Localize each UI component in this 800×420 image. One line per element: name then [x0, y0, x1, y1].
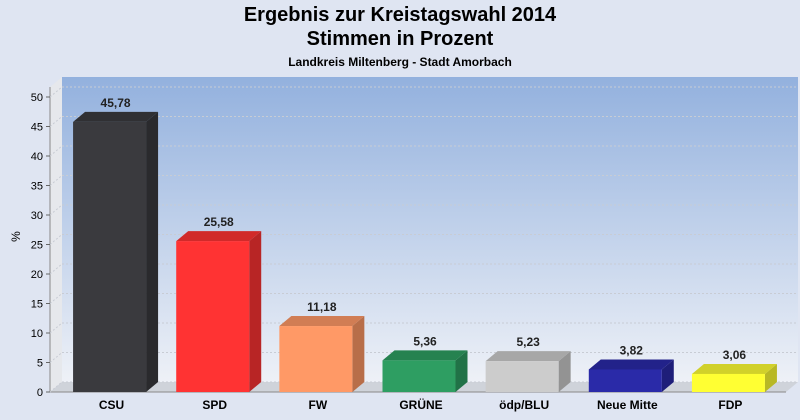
chart-subtitle: Stimmen in Prozent: [306, 28, 494, 50]
y-tick-label: 30: [31, 210, 43, 222]
y-tick-label: 15: [31, 299, 43, 311]
gridline-depth: [49, 116, 63, 127]
bar-fw: [279, 316, 365, 392]
gridline-depth: [49, 145, 63, 157]
bar-front: [73, 121, 147, 392]
data-label: 11,18: [307, 300, 337, 314]
gridline-depth: [49, 175, 63, 186]
y-tick-label: 35: [31, 181, 43, 193]
bar-front: [691, 373, 765, 392]
bar-top: [73, 111, 159, 122]
data-label: 5,23: [516, 335, 540, 349]
gridline-depth: [49, 322, 63, 334]
bar-side: [661, 359, 674, 392]
y-tick-label: 40: [31, 151, 43, 163]
bar-top: [691, 363, 777, 374]
bar-side: [249, 231, 262, 392]
bar-top: [485, 351, 571, 362]
bar-side: [764, 363, 777, 392]
chart-title: Ergebnis zur Kreistagswahl 2014: [243, 4, 557, 26]
bar-top: [176, 231, 262, 242]
gridline-depth: [49, 234, 63, 245]
bar-top: [588, 359, 674, 370]
y-tick-label: 10: [31, 328, 43, 340]
data-label: 45,78: [101, 96, 131, 110]
x-tick-label: SPD: [202, 398, 227, 412]
bar-front: [382, 360, 456, 392]
bar-grüne: [382, 350, 468, 392]
bar-front: [485, 361, 559, 392]
gridline-depth: [49, 381, 63, 393]
x-tick-label: FDP: [718, 398, 742, 412]
data-label: 3,82: [620, 343, 644, 357]
bar-side: [558, 351, 571, 392]
bar-top: [279, 316, 365, 327]
gridline-depth: [49, 204, 63, 216]
y-tick-label: 25: [31, 240, 43, 252]
gridline-depth: [49, 263, 63, 275]
x-tick-label: GRÜNE: [399, 397, 442, 412]
bar-front: [588, 369, 662, 392]
gridline-depth: [49, 86, 63, 98]
bar-side: [455, 350, 468, 392]
y-tick-label: 20: [31, 269, 43, 281]
bar-csu: [73, 111, 159, 392]
y-tick-label: 45: [31, 122, 43, 134]
bar-spd: [176, 231, 262, 392]
bar-side: [146, 111, 159, 392]
data-label: 5,36: [413, 334, 437, 348]
bar-front: [176, 241, 250, 392]
x-tick-label: ödp/BLU: [499, 398, 549, 412]
bar-neue-mitte: [588, 359, 674, 392]
gridline-depth: [49, 352, 63, 363]
side-wall: [50, 77, 62, 392]
bar-front: [279, 326, 353, 392]
gridline-depth: [49, 293, 63, 304]
bar-ödp-blu: [485, 351, 571, 392]
data-label: 25,58: [204, 215, 234, 229]
x-tick-label: Neue Mitte: [597, 398, 658, 412]
bar-fdp: [691, 363, 777, 392]
x-tick-label: CSU: [99, 398, 124, 412]
y-tick-label: 0: [37, 387, 43, 399]
bar-top: [382, 350, 468, 361]
x-tick-label: FW: [309, 398, 328, 412]
chart-caption: Landkreis Miltenberg - Stadt Amorbach: [288, 55, 512, 69]
bar-side: [352, 316, 365, 392]
y-axis-title: %: [9, 231, 23, 242]
data-label: 3,06: [723, 348, 747, 362]
y-tick-label: 50: [31, 92, 43, 104]
y-tick-label: 5: [37, 358, 43, 370]
